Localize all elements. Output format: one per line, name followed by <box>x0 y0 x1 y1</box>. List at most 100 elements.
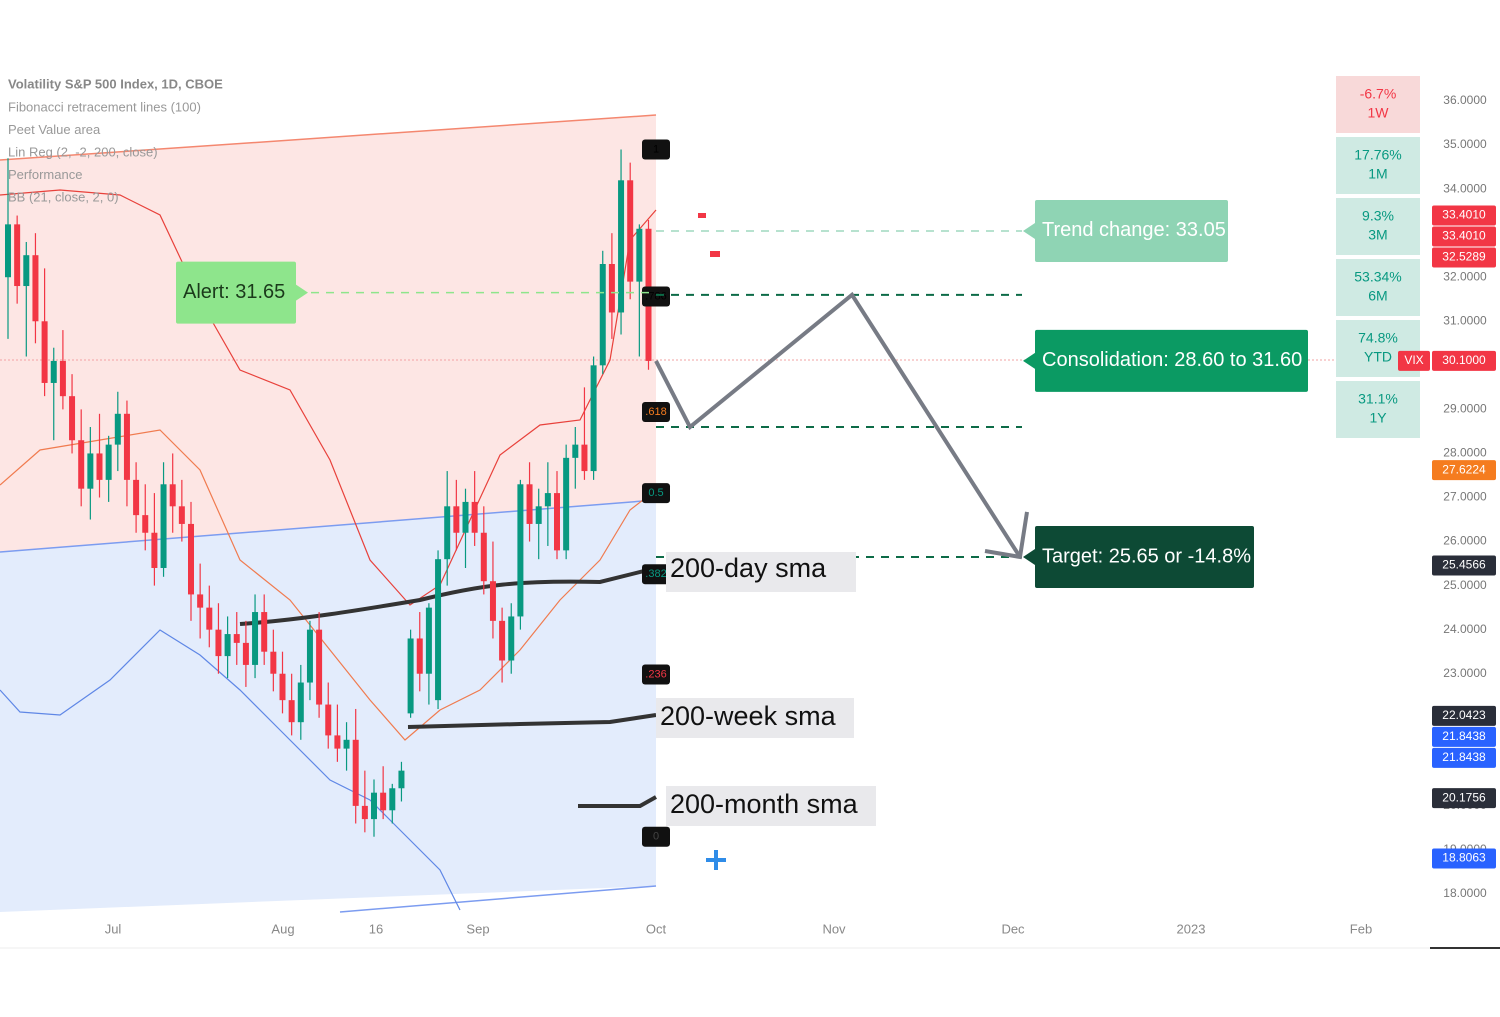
y-tick-label: 31.0000 <box>1443 313 1487 327</box>
price-badge <box>1432 205 1496 226</box>
candle-body <box>133 479 140 516</box>
candle-body <box>50 360 57 383</box>
candle-body <box>114 413 121 445</box>
price-badge-label: 33.4010 <box>1442 208 1486 222</box>
candle-body <box>343 739 350 749</box>
candle-body <box>206 607 213 630</box>
fib-label: 0 <box>653 831 659 843</box>
callout-pointer <box>1023 548 1035 565</box>
candle-body <box>462 501 469 533</box>
marker <box>710 251 720 257</box>
candle-body <box>306 629 313 683</box>
price-badge-label: 22.0423 <box>1442 708 1486 722</box>
performance-period: 1W <box>1368 105 1390 121</box>
performance-period: YTD <box>1364 349 1392 365</box>
price-badge <box>1432 747 1496 768</box>
candle-body <box>261 612 268 652</box>
candle-body <box>151 532 158 568</box>
price-badge-label: 20.1756 <box>1442 790 1486 804</box>
legend-item: Fibonacci retracement lines (100) <box>8 99 201 114</box>
callout-pointer <box>1023 352 1035 369</box>
y-tick-label: 28.0000 <box>1443 446 1487 460</box>
candle-body <box>169 484 176 507</box>
candle-body <box>105 444 112 480</box>
price-badge <box>1432 848 1496 869</box>
sma-label: 200-month sma <box>670 789 859 819</box>
candle-body <box>544 493 551 507</box>
candle-body <box>325 704 332 736</box>
fib-badge <box>642 139 670 160</box>
performance-cell <box>1336 381 1420 438</box>
performance-period: 1M <box>1368 166 1387 182</box>
candle-body <box>32 255 39 322</box>
x-tick-label: Oct <box>646 921 667 936</box>
performance-value: 31.1% <box>1358 391 1398 407</box>
sma-label: 200-week sma <box>660 701 837 731</box>
performance-period: 1Y <box>1369 410 1387 426</box>
performance-cell <box>1336 137 1420 194</box>
candle-body <box>563 457 570 551</box>
symbol-badge-label: VIX <box>1404 353 1423 367</box>
candle-body <box>233 634 240 643</box>
price-badge-label: 21.8438 <box>1442 729 1486 743</box>
price-badge-label: 30.1000 <box>1442 353 1486 367</box>
candle-body <box>407 638 414 714</box>
y-tick-label: 32.0000 <box>1443 269 1487 283</box>
performance-period: 6M <box>1368 288 1387 304</box>
candle-body <box>361 805 368 820</box>
fib-badge <box>642 286 670 307</box>
candle-body <box>288 700 295 723</box>
sma-label-box <box>666 552 856 592</box>
regression-top <box>0 114 657 161</box>
fib-label: .382 <box>645 568 666 580</box>
callout-box <box>1035 329 1308 392</box>
price-badge <box>1432 460 1496 481</box>
callout-pointer <box>296 284 308 301</box>
candle-body <box>14 224 21 287</box>
candle-body <box>581 444 588 472</box>
candle-body <box>242 642 249 665</box>
candle-body <box>142 515 149 533</box>
candle-body <box>444 506 451 560</box>
candle-body <box>252 612 259 665</box>
performance-period: 3M <box>1368 227 1387 243</box>
candle-body <box>270 651 277 674</box>
plot <box>5 149 652 837</box>
y-tick-label: 24.0000 <box>1443 622 1487 636</box>
callout-pointer <box>1023 222 1035 239</box>
candle-body <box>197 594 204 608</box>
callout-text: Trend change: 33.05 <box>1042 219 1226 241</box>
sma-label-box <box>666 786 876 826</box>
y-tick-label: 34.0000 <box>1443 181 1487 195</box>
y-tick-label: 29.0000 <box>1443 402 1487 416</box>
regression-bottom <box>339 885 657 913</box>
sma-200-week <box>407 713 657 729</box>
candle-body <box>416 638 423 674</box>
y-tick-label: 27.0000 <box>1443 490 1487 504</box>
fib-label: .786 <box>645 290 666 302</box>
marker <box>698 213 706 218</box>
x-tick-label: Nov <box>822 921 846 936</box>
candle-body <box>508 616 515 661</box>
legend-item: Lin Reg (2, -2, 200, close) <box>8 144 158 159</box>
bb-lower <box>0 629 461 911</box>
callout-text: Target: 25.65 or -14.8% <box>1042 545 1251 567</box>
candle-body <box>123 413 130 480</box>
performance-value: 17.76% <box>1354 147 1401 163</box>
fib-label: .236 <box>645 668 666 680</box>
candle-body <box>59 360 66 397</box>
callout-text: Consolidation: 28.60 to 31.60 <box>1042 349 1302 371</box>
y-tick-label: 23.0000 <box>1443 666 1487 680</box>
y-tick-label: 25.0000 <box>1443 578 1487 592</box>
sma-200-month <box>578 795 657 808</box>
price-badge-label: 27.6224 <box>1442 462 1486 476</box>
candle-body <box>96 453 103 480</box>
price-badge-label: 18.8063 <box>1442 851 1486 865</box>
candle-body <box>435 559 442 701</box>
candle-body <box>471 501 478 533</box>
legend-item: BB (21, close, 2, 0) <box>8 189 119 204</box>
x-tick-label: 16 <box>369 921 383 936</box>
price-badge <box>1432 247 1496 268</box>
price-badge <box>1432 788 1496 809</box>
